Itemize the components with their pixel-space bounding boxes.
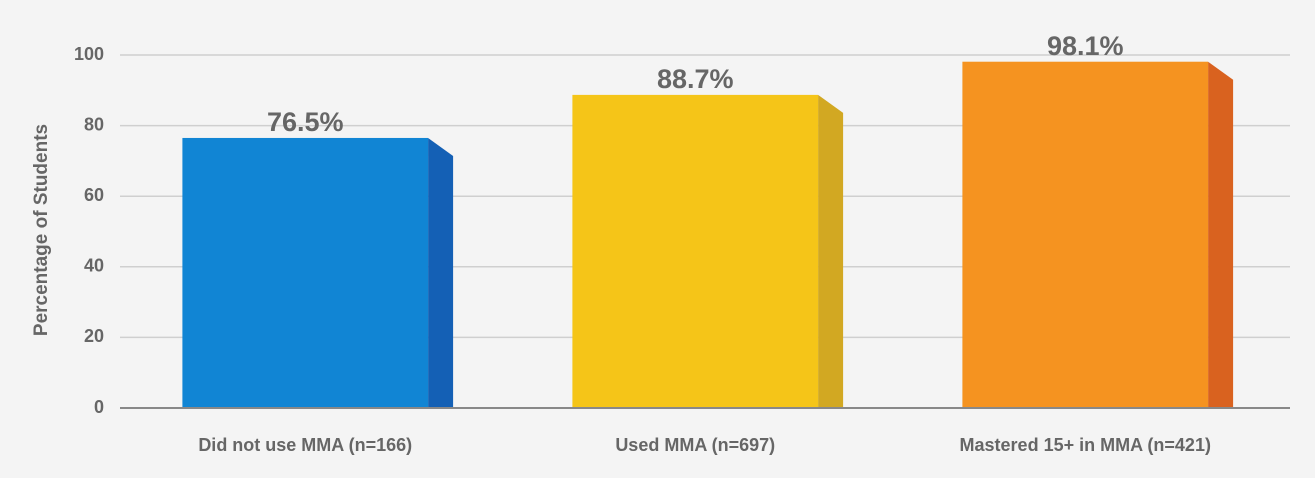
y-tick-label: 40: [84, 256, 104, 276]
bar-side: [818, 94, 844, 408]
bar: [962, 61, 1209, 408]
y-tick-label: 20: [84, 326, 104, 346]
bar-side: [428, 137, 454, 408]
value-label: 76.5%: [267, 107, 344, 137]
bar: [572, 94, 819, 408]
x-tick-label: Did not use MMA (n=166): [198, 435, 412, 455]
y-tick-label: 80: [84, 114, 104, 134]
value-label: 98.1%: [1047, 31, 1124, 61]
y-tick-label: 60: [84, 185, 104, 205]
x-tick-label: Used MMA (n=697): [615, 435, 775, 455]
y-axis-label: Percentage of Students: [31, 124, 52, 336]
bar-side: [1208, 61, 1234, 408]
y-tick-label: 100: [74, 44, 104, 64]
value-label: 88.7%: [657, 64, 734, 94]
x-tick-label: Mastered 15+ in MMA (n=421): [960, 435, 1211, 455]
bar: [182, 137, 429, 408]
y-tick-label: 0: [94, 397, 104, 417]
